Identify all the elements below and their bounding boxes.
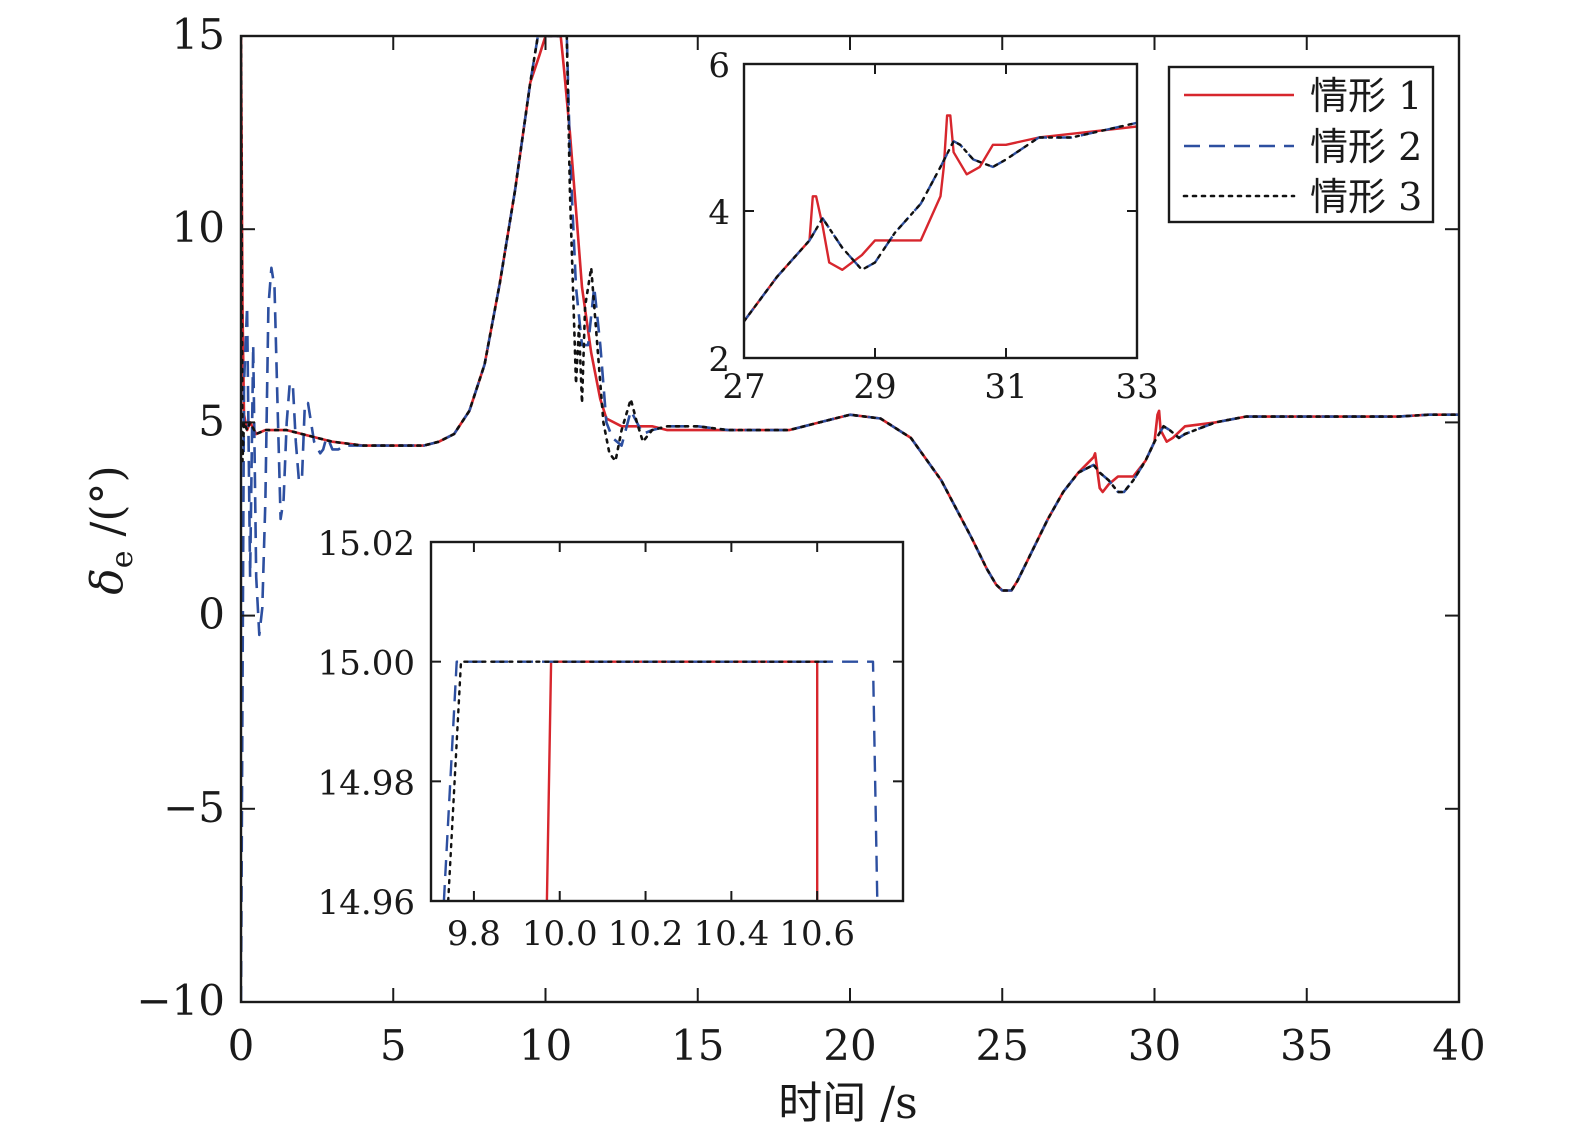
- main-y-tick-label: 5: [198, 396, 225, 445]
- legend-label-series-3: 情形 3: [1310, 175, 1422, 219]
- inset-bottom-series-3: [447, 660, 827, 901]
- main-y-tick-label: −5: [163, 783, 225, 832]
- inset-top-right-x-tick-label: 27: [722, 367, 765, 407]
- inset-top-right-x-tick-label: 29: [853, 367, 896, 407]
- inset-bottom-frame: [429, 540, 905, 903]
- main-y-tick-label: 15: [172, 10, 225, 59]
- main-series-3: [241, 36, 1459, 592]
- main-x-tick-label: 30: [1128, 1021, 1181, 1070]
- main-y-tick-label: 0: [198, 590, 225, 639]
- inset-top-right-x-tick-label: 31: [984, 367, 1027, 407]
- inset-bottom-y-tick-label: 15.00: [318, 644, 415, 684]
- main-x-tick-label: 10: [519, 1021, 572, 1070]
- main-y-tick-label: 10: [172, 203, 225, 252]
- legend: 情形 1 情形 2 情形 3: [1167, 65, 1435, 224]
- inset-bottom-y-tick-label: 15.02: [318, 524, 415, 564]
- x-axis-label: 时间 /s: [778, 1078, 917, 1129]
- main-x-tick-label: 15: [671, 1021, 724, 1070]
- inset-top-right-x-tick-label: 33: [1115, 367, 1158, 407]
- inset-bottom-y-tick-label: 14.96: [318, 883, 415, 923]
- inset-bottom-y-tick-label: 14.98: [318, 763, 415, 803]
- inset-top-right-series: [744, 114, 1137, 323]
- main-x-ticks: 0 5 10 15 20 25 30 35 40: [228, 36, 1486, 1070]
- legend-label-series-2: 情形 2: [1310, 125, 1422, 169]
- inset-bottom-series-2: [442, 660, 879, 901]
- inset-bottom-background: [431, 542, 903, 901]
- inset-top-right-series-3: [744, 121, 1137, 323]
- inset-top-right-y-tick-label: 6: [708, 46, 730, 86]
- inset-top-right-y-tick-label: 2: [708, 340, 730, 380]
- main-series-2: [241, 36, 1459, 1002]
- main-x-tick-label: 5: [380, 1021, 407, 1070]
- inset-top-right-ticks: 27 29 31 33 2 4 6: [708, 46, 1158, 407]
- inset-bottom-series: [442, 660, 879, 901]
- inset-bottom-x-tick-label: 10.0: [522, 914, 598, 954]
- main-x-tick-label: 25: [976, 1021, 1029, 1070]
- y-axis-label-unit: /(°): [82, 465, 133, 550]
- main-x-tick-label: 35: [1280, 1021, 1333, 1070]
- inset-bottom-x-tick-label: 10.4: [694, 914, 770, 954]
- main-y-ticks: −10 −5 0 5 10 15: [136, 10, 1459, 1025]
- main-plot-series: [241, 36, 1459, 1002]
- y-axis-label-subscript: e: [105, 550, 140, 568]
- y-axis-label: δe /(°): [82, 465, 140, 594]
- y-axis-label-symbol: δ: [82, 568, 133, 595]
- inset-top-right-series-1: [744, 114, 1137, 323]
- main-y-tick-label: −10: [136, 976, 225, 1025]
- inset-bottom-x-tick-label: 10.6: [779, 914, 855, 954]
- main-x-tick-label: 0: [228, 1021, 255, 1070]
- inset-bottom-ticks: 9.8 10.0 10.2 10.4 10.6 14.96 14.98 15.00 15.02: [318, 524, 903, 954]
- inset-top-right-background: [744, 64, 1137, 358]
- legend-label-series-1: 情形 1: [1310, 74, 1422, 118]
- inset-bottom-x-tick-label: 10.2: [608, 914, 684, 954]
- main-x-tick-label: 20: [823, 1021, 876, 1070]
- main-x-tick-label: 40: [1432, 1021, 1485, 1070]
- inset-bottom-x-tick-label: 9.8: [447, 914, 501, 954]
- inset-top-right-y-tick-label: 4: [708, 193, 730, 233]
